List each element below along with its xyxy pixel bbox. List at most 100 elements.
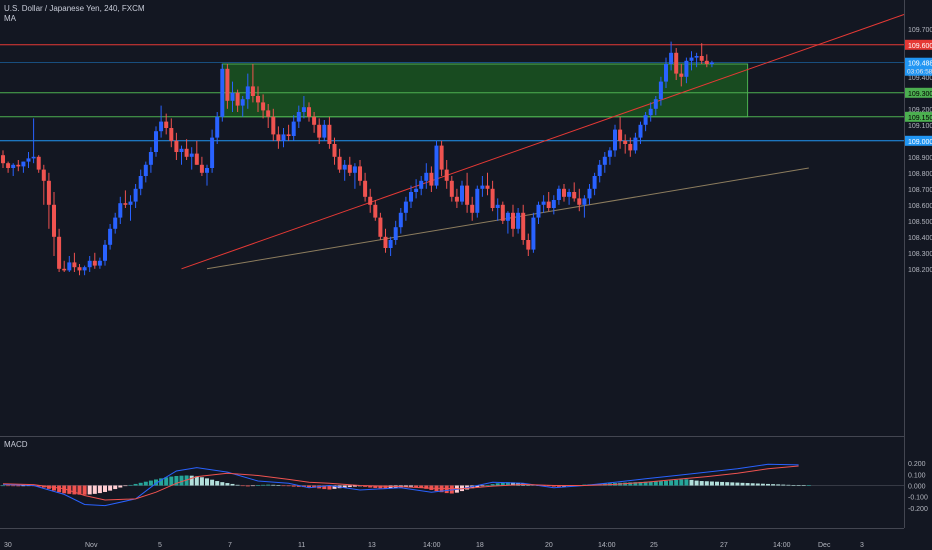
- horizontal-levels: [0, 44, 904, 142]
- candle-body: [465, 185, 470, 205]
- candle-body: [424, 172, 429, 181]
- candle-body: [597, 164, 602, 176]
- candle-body: [87, 260, 92, 268]
- candle: [235, 89, 240, 112]
- candle: [398, 208, 403, 234]
- macd-histogram-bar: [128, 484, 133, 486]
- candle: [587, 184, 592, 205]
- candle-body: [159, 121, 164, 132]
- macd-histogram-bar: [87, 485, 92, 495]
- candle-body: [276, 134, 281, 141]
- macd-histogram-bar: [327, 485, 332, 490]
- candle: [679, 64, 684, 87]
- candle: [215, 112, 220, 144]
- candle: [618, 116, 623, 149]
- candle: [148, 147, 153, 173]
- candle: [245, 73, 250, 109]
- candle-body: [567, 192, 572, 197]
- candle-body: [409, 192, 413, 202]
- macd-histogram-bar: [414, 485, 419, 488]
- ma-indicator-label[interactable]: MA: [4, 14, 16, 23]
- candle: [597, 160, 602, 183]
- level-price-tag-box: [905, 111, 932, 122]
- candle: [480, 176, 485, 197]
- macd-histogram-bar: [148, 480, 153, 486]
- macd-histogram-bar: [648, 481, 653, 486]
- candle-body: [485, 185, 490, 189]
- candle: [388, 236, 393, 256]
- candle-body: [669, 52, 674, 64]
- candle-body: [327, 124, 332, 144]
- macd-histogram-bar: [210, 479, 215, 486]
- macd-histogram-bar: [378, 485, 383, 489]
- price-axis[interactable]: 109.700109.500109.400109.200109.100108.9…: [905, 27, 932, 513]
- candle: [582, 195, 587, 218]
- macd-histogram-bar: [658, 481, 663, 486]
- candle: [460, 180, 464, 205]
- symbol-title[interactable]: U.S. Dollar / Japanese Yen, 240, FXCM: [4, 4, 145, 13]
- candle: [26, 152, 31, 168]
- candle-body: [205, 168, 209, 173]
- candle-body: [62, 268, 67, 271]
- macd-histogram-bar: [225, 483, 230, 486]
- candle-body: [57, 236, 62, 269]
- candle: [1, 150, 5, 168]
- candle-body: [72, 262, 77, 268]
- macd-tick-label: 0.100: [908, 472, 926, 479]
- time-tick-label: 7: [228, 542, 232, 549]
- level-price-tag: 109.600: [905, 39, 932, 50]
- candle: [128, 195, 133, 221]
- macd-histogram-bar: [245, 485, 250, 487]
- candle: [154, 126, 158, 157]
- macd-histogram-bar: [500, 482, 505, 486]
- macd-histogram-bar: [760, 483, 765, 486]
- candle-body: [235, 92, 240, 106]
- macd-histogram-bar: [281, 485, 286, 487]
- candle-body: [179, 148, 184, 152]
- candle-body: [643, 115, 648, 125]
- candle-body: [67, 262, 72, 271]
- candle: [240, 96, 245, 117]
- candle: [363, 172, 368, 202]
- candle: [352, 163, 357, 189]
- candle-body: [414, 188, 419, 192]
- candle-body: [1, 155, 5, 164]
- candle-body: [250, 86, 255, 96]
- candle: [159, 105, 164, 138]
- candle-body: [378, 217, 383, 237]
- macd-histogram-bar: [77, 485, 82, 495]
- time-tick-label: 14:00: [773, 542, 791, 549]
- candle-body: [480, 185, 485, 189]
- price-tick-label: 108.900: [908, 155, 932, 162]
- macd-histogram-bar: [97, 485, 102, 494]
- candle: [638, 121, 643, 144]
- candle-body: [556, 188, 561, 200]
- macd-histogram-bar: [159, 478, 164, 486]
- macd-tick-label: -0.100: [908, 495, 928, 502]
- macd-histogram-bar: [21, 485, 26, 487]
- current-price-tag-box: [905, 57, 932, 76]
- macd-histogram-bar: [771, 484, 776, 486]
- candle: [322, 120, 327, 141]
- time-axis[interactable]: 30 Nov 5 7 11 13 14:00 18 20 14:00 25 27 14:00 Dec 3: [4, 542, 864, 549]
- candle: [276, 126, 281, 149]
- candle-body: [358, 166, 362, 181]
- macd-histogram-bar: [347, 485, 352, 488]
- macd-line: [2, 463, 799, 507]
- macd-histogram-bar: [745, 483, 750, 486]
- candle: [674, 48, 679, 80]
- macd-histogram-bar: [215, 481, 220, 486]
- time-tick-label: 14:00: [598, 542, 616, 549]
- time-tick-label: 3: [860, 542, 864, 549]
- candle-body: [46, 180, 51, 205]
- candle-body: [562, 188, 566, 197]
- candle: [205, 164, 209, 186]
- candle: [46, 172, 51, 229]
- supply-zone: [221, 63, 749, 118]
- macd-histogram-bar: [511, 482, 515, 486]
- candle: [347, 156, 352, 176]
- candle: [174, 132, 179, 160]
- candle-body: [77, 267, 82, 271]
- macd-indicator-label[interactable]: MACD: [4, 440, 28, 449]
